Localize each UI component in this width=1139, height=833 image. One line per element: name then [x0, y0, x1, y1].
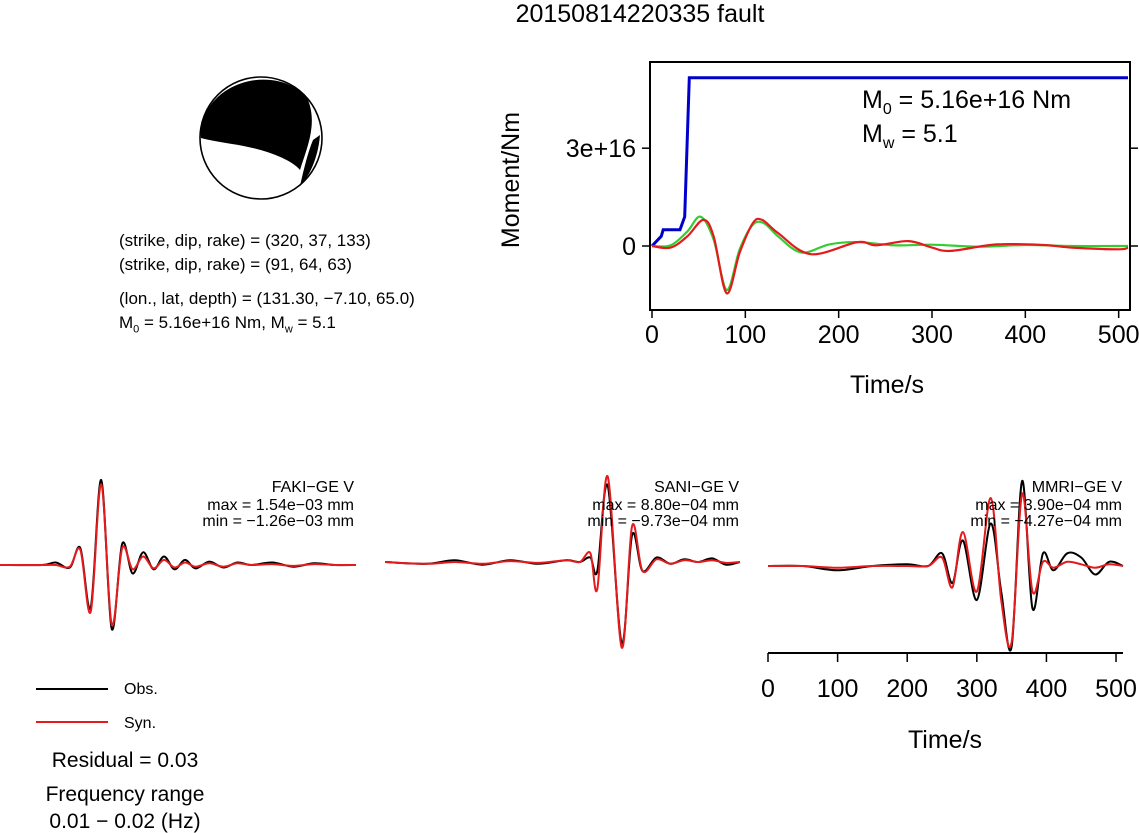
moment-xtick-label: 200 — [818, 321, 860, 349]
mw-value: 5.1 — [922, 120, 958, 148]
station-2-name: SANI−GE V — [654, 479, 739, 496]
moment-xtick-label: 500 — [1098, 321, 1139, 349]
wave-xtick-label: 100 — [817, 675, 859, 703]
waveform-3-syn — [767, 492, 1124, 649]
moment-xtick-label: 0 — [645, 321, 659, 349]
moment-text: M0 = 5.16e+16 Nm, Mw = 5.1 — [119, 313, 336, 336]
nodal-plane-1: (strike, dip, rake) = (320, 37, 133) — [119, 231, 371, 250]
station-2-max: max = 8.80e−04 mm — [592, 497, 739, 514]
nodal-plane-2: (strike, dip, rake) = (91, 64, 63) — [119, 255, 352, 274]
moment-plot-frame — [649, 61, 1131, 311]
moment-xtick-label: 300 — [911, 321, 953, 349]
station-1-name: FAKI−GE V — [271, 479, 354, 496]
beachball-compressional-quadrant-1 — [200, 79, 312, 170]
mw-annotation: Mw = 5.1 — [862, 120, 958, 152]
legend-syn-label: Syn. — [124, 715, 157, 732]
cumulative-moment-line — [650, 76, 1128, 248]
beachball — [199, 76, 323, 200]
station-3-name: MMRI−GE V — [1031, 479, 1122, 496]
moment-xtick-label: 400 — [1004, 321, 1046, 349]
moment-xtick-label: 100 — [724, 321, 766, 349]
frequency-label: Frequency range — [45, 783, 205, 806]
wave-xtick-label: 500 — [1095, 675, 1137, 703]
m0-value: 5.16e+16 Nm — [920, 86, 1072, 114]
moment-ytick-label: 0 — [622, 233, 636, 261]
location-text: (lon., lat, depth) = (131.30, −7.10, 65.… — [119, 289, 415, 308]
station-2-min: min = −9.73e−04 mm — [587, 513, 739, 530]
wave-xtick-label: 200 — [886, 675, 928, 703]
station-3-min: min = −4.27e−04 mm — [970, 513, 1122, 530]
frequency-range: 0.01 − 0.02 (Hz) — [49, 810, 201, 833]
moment-rate-line-2 — [651, 217, 1129, 295]
moment-ylabel: Moment/Nm — [497, 112, 525, 248]
residual-text: Residual = 0.03 — [51, 749, 199, 772]
figure-title: 20150814220335 fault — [515, 0, 765, 28]
station-1-min: min = −1.26e−03 mm — [202, 513, 354, 530]
beachball-compressional-quadrant-2 — [300, 135, 320, 186]
wave-xtick-label: 0 — [761, 675, 775, 703]
station-3-max: max = 3.90e−04 mm — [975, 497, 1122, 514]
wave-xlabel: Time/s — [908, 726, 982, 754]
waveform-1-syn — [0, 483, 357, 627]
m0-annotation: M0 = 5.16e+16 Nm — [862, 86, 1072, 118]
moment-ytick-label: 3e+16 — [566, 135, 636, 163]
waveform-2-syn — [384, 475, 741, 649]
station-1-max: max = 1.54e−03 mm — [207, 497, 354, 514]
wave-xtick-label: 400 — [1026, 675, 1068, 703]
legend-obs-label: Obs. — [124, 681, 158, 698]
wave-xtick-label: 300 — [956, 675, 998, 703]
moment-rate-line-1 — [651, 215, 1129, 292]
moment-xlabel: Time/s — [850, 371, 924, 399]
